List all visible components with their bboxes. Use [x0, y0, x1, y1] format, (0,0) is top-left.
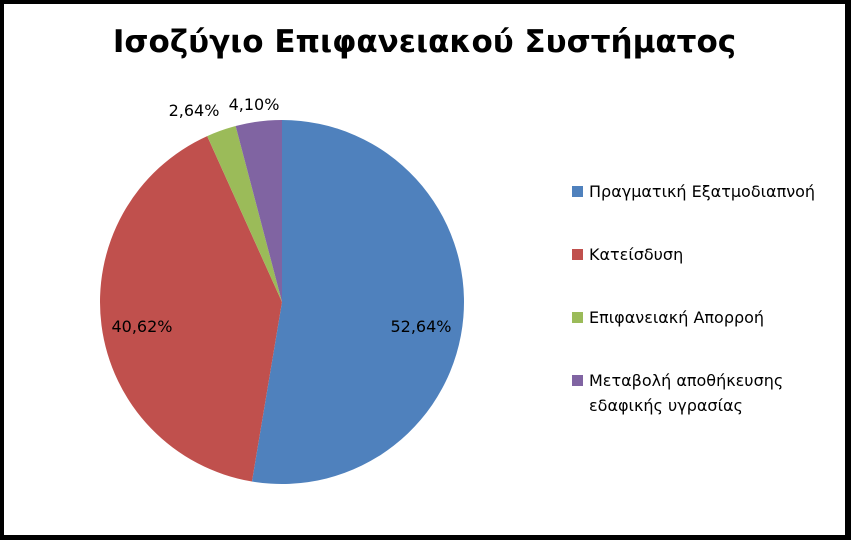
pie-slice-3: [207, 126, 282, 302]
legend-swatch-2: [572, 249, 583, 260]
legend-label-3: Επιφανειακή Απορροή: [589, 308, 764, 327]
legend-swatch-1: [572, 186, 583, 197]
legend-swatch-4: [572, 375, 583, 386]
data-label-2: 40,62%: [111, 317, 172, 336]
legend-label-2: Κατείσδυση: [589, 245, 683, 264]
pie-chart: 52,64% 40,62% 2,64% 4,10% Πραγματική Εξατμοδ…: [99, 95, 815, 485]
pie-slice-2: [99, 136, 282, 482]
legend-label-1: Πραγματική Εξατμοδιαπνοή: [589, 182, 815, 201]
data-label-3: 2,64%: [169, 101, 220, 120]
pie-slice-1: [251, 120, 465, 485]
data-label-1: 52,64%: [390, 317, 451, 336]
legend-label-4-line-1: Μεταβολή αποθήκευσης: [589, 371, 783, 390]
chart-title: Ισοζύγιο Επιφανειακού Συστήματος: [112, 24, 737, 60]
data-label-4: 4,10%: [229, 95, 280, 114]
legend-label-4-line-2: εδαφικής υγρασίας: [589, 396, 743, 415]
legend-swatch-3: [572, 312, 583, 323]
chart-area: Ισοζύγιο Επιφανειακού Συστήματος 52,64% 4…: [3, 3, 846, 536]
pie-slice-4: [235, 120, 282, 302]
